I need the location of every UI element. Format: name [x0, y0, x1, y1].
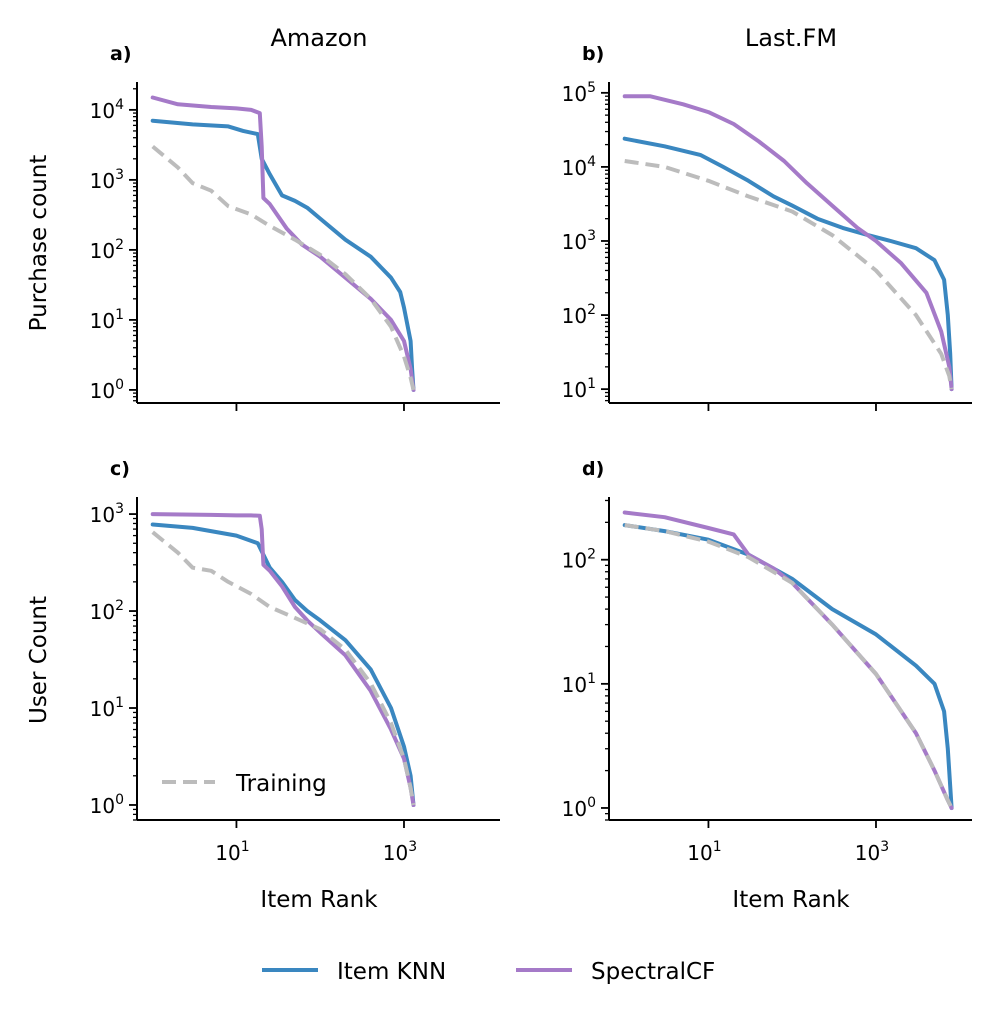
series-training [151, 530, 416, 806]
series-item-knn [622, 136, 954, 392]
panel-b: b) 101 102 103 104 105 [562, 43, 972, 411]
y-tick-label: 103 [562, 228, 596, 254]
x-tick-label: 103 [855, 839, 889, 865]
row-ylabel-user-count: User Count [26, 596, 52, 724]
y-tick-label: 102 [562, 302, 596, 328]
y-tick-label: 100 [90, 377, 124, 403]
series-item-knn [150, 118, 416, 392]
panel-label-d: d) [582, 458, 604, 480]
series-item-knn [150, 522, 416, 807]
legend-label-item-knn: Item KNN [337, 959, 446, 985]
y-tick-label: 102 [562, 547, 596, 573]
series-spectralcf [150, 95, 416, 392]
panel-c: c) 100 101 102 103 101 103 Training [90, 458, 500, 865]
series-training [624, 523, 954, 809]
legend: Item KNN SpectralCF [262, 959, 715, 985]
x-tick-label: 101 [215, 839, 249, 865]
x-tick-label: 101 [687, 839, 721, 865]
panel-a: a) 100 101 102 103 104 [90, 43, 500, 411]
y-tick-label: 103 [90, 167, 124, 193]
panels: a) 100 101 102 103 104 b) 101 102 103 104 105 c) 100 1… [90, 43, 972, 865]
y-tick-label: 100 [90, 792, 124, 818]
y-tick-label: 104 [562, 154, 596, 180]
panel-d: d) 100 101 102 101 103 [562, 458, 972, 865]
row-ylabel-purchase-count: Purchase count [26, 155, 52, 332]
y-tick-label: 100 [562, 795, 596, 821]
x-axis-label-right: Item Rank [732, 887, 850, 913]
series-spectralcf [622, 94, 954, 392]
series-spectralcf [622, 510, 954, 810]
series-spectralcf [150, 512, 416, 807]
y-tick-label: 101 [562, 671, 596, 697]
y-tick-label: 105 [562, 80, 596, 106]
column-title-amazon: Amazon [271, 24, 368, 52]
y-tick-label: 102 [90, 598, 124, 624]
series-item-knn [622, 523, 954, 810]
legend-label-spectralcf: SpectralCF [591, 959, 715, 985]
panel-label-c: c) [110, 458, 130, 480]
series-training [151, 144, 416, 391]
panel-label-b: b) [582, 43, 604, 65]
y-tick-label: 101 [562, 376, 596, 402]
y-tick-label: 104 [90, 97, 124, 123]
y-tick-label: 102 [90, 237, 124, 263]
x-tick-label: 103 [383, 839, 417, 865]
y-tick-label: 101 [90, 695, 124, 721]
panel-label-a: a) [110, 43, 132, 65]
y-tick-label: 103 [90, 501, 124, 527]
legend-label-training: Training [235, 771, 327, 797]
y-tick-label: 101 [90, 307, 124, 333]
x-axis-label-left: Item Rank [260, 887, 378, 913]
series-training [624, 159, 954, 390]
column-title-lastfm: Last.FM [745, 24, 837, 52]
